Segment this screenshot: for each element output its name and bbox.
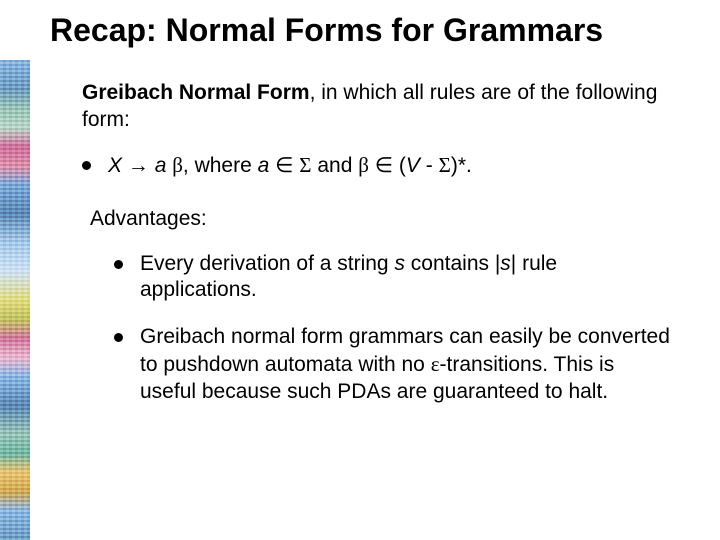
slide: Recap: Normal Forms for Grammars Greibac…	[0, 0, 720, 540]
advantage-2: Greibach normal form grammars can easily…	[114, 324, 676, 406]
adv1-s1: s	[394, 252, 405, 275]
gnf-name: Greibach Normal Form	[82, 81, 310, 104]
slide-body: Greibach Normal Form, in which all rules…	[82, 80, 676, 426]
advantages-label: Advantages:	[90, 206, 676, 233]
rule-and: and	[312, 154, 359, 177]
advantage-1: Every derivation of a string s contains …	[114, 251, 676, 305]
adv2-eps: ε	[431, 352, 440, 376]
rule-V: V	[406, 154, 420, 177]
rule-rparen-star: )*.	[451, 154, 472, 177]
rule-in2: ∈	[375, 153, 393, 177]
slide-title: Recap: Normal Forms for Grammars	[50, 12, 700, 49]
rule-bullet: X → a β, where a ∈ Σ and β ∈ (V - Σ)*.	[82, 152, 676, 180]
rule-sigma1: Σ	[299, 153, 311, 177]
side-decoration-strip	[0, 60, 30, 540]
rule-sigma2: Σ	[439, 153, 451, 177]
rule-X: X	[108, 154, 122, 177]
rule-beta2: β	[358, 153, 369, 177]
adv1-mid: contains |	[405, 252, 500, 275]
intro-paragraph: Greibach Normal Form, in which all rules…	[82, 80, 676, 134]
rule-in1: ∈	[275, 153, 293, 177]
rule-minus: -	[420, 154, 439, 177]
rule-a2: a	[258, 154, 270, 177]
adv1-s2: s	[500, 252, 511, 275]
adv1-pre: Every derivation of a string	[140, 252, 394, 275]
rule-where: , where	[183, 154, 258, 177]
rule-arrow: →	[128, 153, 149, 177]
rule-a: a	[155, 154, 167, 177]
rule-lparen: (	[399, 154, 406, 177]
rule-beta1: β	[172, 153, 183, 177]
